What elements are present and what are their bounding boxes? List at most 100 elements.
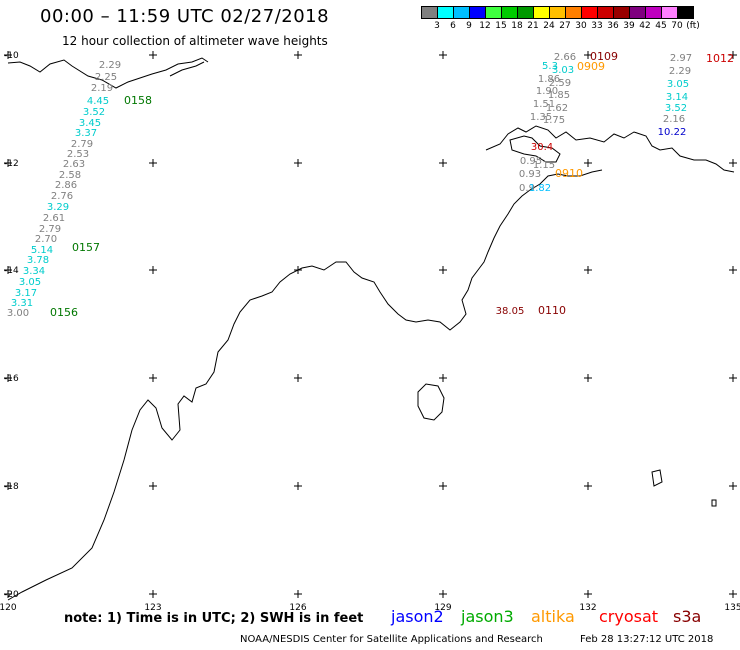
legend-item-jason2: jason2 bbox=[391, 607, 444, 626]
track-value: 0.93 bbox=[519, 169, 541, 180]
color-scale bbox=[421, 6, 694, 19]
lon-tick-label: 132 bbox=[579, 603, 596, 613]
track-value: 2.16 bbox=[663, 114, 685, 125]
track-value: 2.19 bbox=[91, 83, 113, 94]
track-value: 2.25 bbox=[95, 72, 117, 83]
pass-label: 0909 bbox=[577, 60, 605, 73]
track-value: 2.63 bbox=[63, 159, 85, 170]
coastline bbox=[7, 57, 735, 601]
track-value: 3.00 bbox=[7, 308, 29, 319]
lat-tick-label: -18 bbox=[4, 482, 19, 492]
track-value: 5.14 bbox=[31, 245, 53, 256]
scale-swatch bbox=[581, 6, 598, 19]
lat-tick-label: -12 bbox=[4, 159, 19, 169]
track-value: 2.70 bbox=[35, 234, 57, 245]
credit-line: NOAA/NESDIS Center for Satellite Applica… bbox=[240, 634, 543, 645]
scale-label: 33 bbox=[591, 21, 603, 31]
track-value: 3.45 bbox=[79, 118, 101, 129]
track-value: 1.35 bbox=[530, 112, 552, 123]
scale-swatch bbox=[677, 6, 694, 19]
scale-swatch bbox=[517, 6, 534, 19]
northeast-coast bbox=[485, 125, 735, 173]
scale-label: 12 bbox=[479, 21, 491, 31]
track-value: 2.29 bbox=[99, 60, 121, 71]
color-scale-labels: 3 6 9 12 15 18 21 24 27 30 33 36 39 42 45 70 (ft) bbox=[421, 21, 740, 33]
pass-label: 0109 bbox=[590, 50, 618, 63]
track-value: 10.22 bbox=[658, 127, 687, 138]
scale-label: 24 bbox=[543, 21, 555, 31]
legend-item-s3a: s3a bbox=[673, 607, 702, 626]
track-value: 2.86 bbox=[55, 180, 77, 191]
scale-label: 21 bbox=[527, 21, 539, 31]
track-value: 1.15 bbox=[533, 160, 555, 171]
generated-timestamp: Feb 28 13:27:12 UTC 2018 bbox=[580, 634, 714, 645]
lat-tick-label: -10 bbox=[4, 51, 19, 61]
track-value: 1.85 bbox=[548, 90, 570, 101]
lon-tick-label: 129 bbox=[434, 603, 451, 613]
scale-swatch bbox=[453, 6, 470, 19]
track-value: 2.59 bbox=[549, 78, 571, 89]
scale-label: 6 bbox=[450, 21, 456, 31]
pass-label: 1012 bbox=[706, 52, 734, 65]
pass-label: 0110 bbox=[538, 304, 566, 317]
scale-swatch bbox=[437, 6, 454, 19]
track-value: 2.79 bbox=[71, 139, 93, 150]
track-value: 3.17 bbox=[15, 288, 37, 299]
island-c bbox=[711, 499, 717, 507]
track-value: 1.62 bbox=[546, 103, 568, 114]
track-value: 3.52 bbox=[83, 107, 105, 118]
melville-island bbox=[509, 135, 561, 163]
map-grid bbox=[4, 51, 737, 598]
track-value: 3.52 bbox=[665, 103, 687, 114]
track-value: 1.90 bbox=[536, 86, 558, 97]
track-right-values: 2.97 2.29 3.05 3.143.522.16 10.22 bbox=[658, 53, 692, 138]
track-value: 1.75 bbox=[543, 115, 565, 126]
scale-swatch bbox=[613, 6, 630, 19]
pass-label: 0157 bbox=[72, 241, 100, 254]
track-value: 38.05 bbox=[496, 306, 525, 317]
scale-label: 3 bbox=[434, 21, 440, 31]
scale-label: 42 bbox=[639, 21, 651, 31]
footer-note: note: 1) Time is in UTC; 2) SWH is in fe… bbox=[64, 611, 364, 626]
track-value: 3.31 bbox=[11, 298, 33, 309]
timor-coast bbox=[7, 57, 209, 89]
scale-label: 36 bbox=[607, 21, 619, 31]
lon-tick-label: 135 bbox=[724, 603, 740, 613]
scale-label: 27 bbox=[559, 21, 571, 31]
track-value: 2.76 bbox=[51, 191, 73, 202]
track-value: 3.03 bbox=[552, 65, 574, 76]
track-value: 3.05 bbox=[667, 79, 689, 90]
track-value: 3.05 bbox=[19, 277, 41, 288]
track-value: 1.86 bbox=[538, 74, 560, 85]
scale-label: 9 bbox=[466, 21, 472, 31]
scale-label: 30 bbox=[575, 21, 587, 31]
legend-item-jason3: jason3 bbox=[461, 607, 514, 626]
track-value: 4.45 bbox=[87, 96, 109, 107]
scale-swatch bbox=[533, 6, 550, 19]
lat-tick-label: -14 bbox=[4, 266, 19, 276]
track-value: 2.97 bbox=[670, 53, 692, 64]
scale-swatch bbox=[565, 6, 582, 19]
track-value: 2.61 bbox=[43, 213, 65, 224]
track-value: 1.51 bbox=[533, 99, 555, 110]
track-value: 30.4 bbox=[531, 142, 553, 153]
track-value: 2.29 bbox=[669, 66, 691, 77]
lon-tick-label: 123 bbox=[144, 603, 161, 613]
track-value: 2.58 bbox=[59, 170, 81, 181]
pass-label: 0158 bbox=[124, 94, 152, 107]
track-value: 2.66 bbox=[554, 52, 576, 63]
scale-swatch bbox=[629, 6, 646, 19]
track-value: 2.79 bbox=[39, 224, 61, 235]
map-title: 00:00 – 11:59 UTC 02/27/2018 bbox=[40, 6, 330, 27]
lon-tick-label: 126 bbox=[289, 603, 306, 613]
scale-label: 45 bbox=[655, 21, 667, 31]
legend-item-cryosat: cryosat bbox=[599, 607, 659, 626]
scale-swatch bbox=[501, 6, 518, 19]
lat-tick-label: -20 bbox=[4, 590, 19, 600]
track-left-values: 2.292.252.194.453.523.453.372.792.532.63… bbox=[7, 60, 121, 319]
scale-swatch bbox=[469, 6, 486, 19]
track-value: 0.95 bbox=[520, 156, 542, 167]
scale-label: 15 bbox=[495, 21, 507, 31]
pass-label: 0156 bbox=[50, 306, 78, 319]
